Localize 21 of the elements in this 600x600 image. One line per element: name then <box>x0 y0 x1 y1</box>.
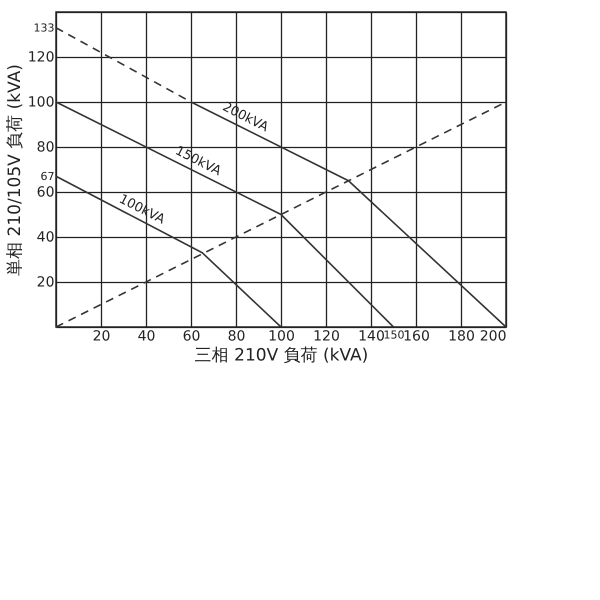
x-tick-label: 20 <box>92 328 110 344</box>
y-tick-label: 80 <box>36 140 54 156</box>
x-tick-label: 160 <box>403 328 430 344</box>
x-tick-label: 60 <box>182 328 200 344</box>
x-tick-label: 100 <box>268 328 295 344</box>
x-tick-label: 180 <box>448 328 475 344</box>
y-tick-label: 60 <box>36 184 54 200</box>
y-tick-label: 120 <box>28 50 54 66</box>
x-tick-label: 120 <box>313 328 340 344</box>
x-axis-title: 三相 210V 負荷 (kVA) <box>194 346 368 366</box>
x-tick-label: 140 <box>358 328 385 344</box>
x-tick-label: 150 <box>384 328 404 342</box>
y-tick-label: 40 <box>36 230 54 246</box>
x-tick-label: 40 <box>138 328 156 344</box>
y-axis-title: 単相 210/105V 負荷 (kVA) <box>4 64 25 276</box>
x-tick-label: 80 <box>228 328 246 344</box>
y-tick-label: 133 <box>34 21 54 34</box>
y-tick-label: 100 <box>28 94 54 110</box>
y-tick-label: 67 <box>40 170 54 183</box>
x-tick-label: 200 <box>480 328 506 344</box>
y-tick-label: 20 <box>36 274 54 290</box>
